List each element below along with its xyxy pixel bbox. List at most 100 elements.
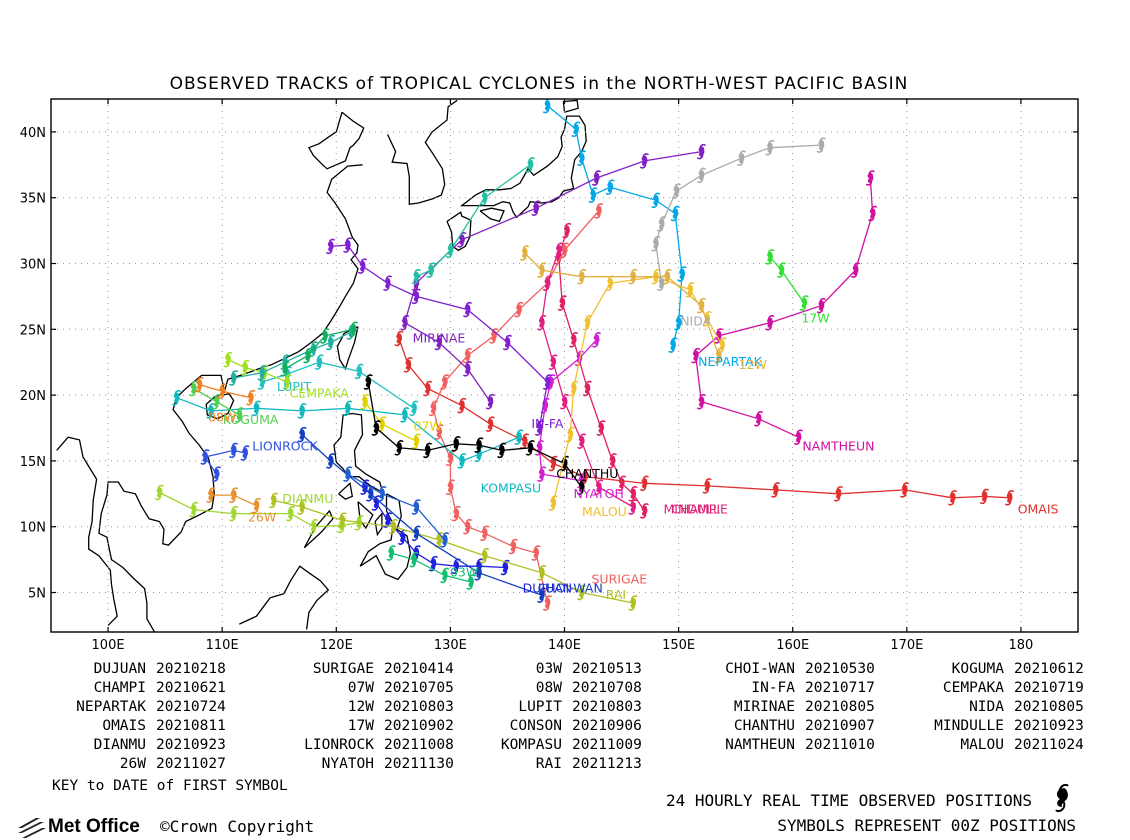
track-rai — [268, 492, 638, 611]
cyclone-position-symbol — [639, 153, 650, 169]
cyclone-position-symbol — [753, 411, 764, 427]
cyclone-position-symbol — [411, 288, 421, 305]
cyclone-position-symbol — [736, 150, 747, 166]
track-choi-wan — [297, 426, 547, 603]
cyclone-position-symbol — [462, 347, 473, 364]
cyclone-position-symbol — [297, 426, 307, 443]
cyclone-position-symbol — [439, 567, 450, 584]
grid-layer — [51, 99, 1078, 632]
cyclone-position-symbol — [508, 538, 518, 555]
cyclone-position-symbol — [428, 555, 439, 572]
track-line — [203, 449, 246, 475]
cyclone-position-symbol — [765, 139, 775, 156]
track-surigae — [428, 203, 604, 611]
coastline — [338, 482, 354, 500]
cyclone-position-symbol — [1004, 490, 1015, 506]
cyclone-position-symbol — [377, 486, 387, 502]
legend-item: 12W 20210803 — [348, 699, 454, 715]
track-conson — [342, 466, 450, 548]
legend-storm-name: LIONROCK — [304, 737, 374, 753]
legend-item: CHAMPI 20210621 — [94, 680, 226, 696]
legend-storm-name: KOMPASU — [501, 737, 562, 753]
track-label-mirinae: MIRINAE — [413, 331, 466, 346]
legend-item: RAI 20211213 — [536, 756, 642, 772]
cyclone-position-symbol — [514, 301, 524, 318]
coastline — [205, 393, 235, 420]
cyclone-position-symbol — [690, 347, 701, 364]
cyclone-position-symbol — [628, 486, 638, 502]
cyclone-position-symbol — [228, 505, 239, 522]
cyclone-position-symbol — [816, 137, 827, 153]
legend-item: DIANMU 20210923 — [94, 737, 226, 753]
track-label-layer: DUJUAN CHAMPI NEPARTAK OMAIS DIANMU 26W SURIGA… — [208, 311, 1058, 602]
cyclone-position-symbol — [154, 484, 165, 501]
cyclone-position-symbol — [422, 380, 433, 397]
cyclone-position-symbol — [485, 416, 496, 432]
cyclone-position-symbol — [325, 238, 336, 255]
cyclone-position-symbol — [542, 374, 553, 390]
cyclone-position-symbol — [479, 189, 490, 206]
x-tick-label: 170E — [890, 638, 923, 653]
legend-storm-name: OMAIS — [102, 718, 146, 734]
cyclone-position-symbol — [445, 242, 456, 259]
track-03w — [386, 545, 476, 590]
cyclone-position-symbol — [325, 334, 336, 351]
legend-item: NAMTHEUN 20211010 — [725, 737, 875, 753]
cyclone-position-symbol — [337, 512, 347, 528]
cyclone-position-symbol — [628, 595, 638, 611]
cyclone-position-symbol — [382, 275, 393, 291]
track-08w — [194, 376, 256, 406]
legend-storm-date: 20211024 — [1014, 737, 1084, 753]
legend-item: NIDA 20210805 — [969, 699, 1084, 715]
coastline — [479, 207, 505, 223]
track-teal2 — [411, 157, 536, 285]
x-tick-label: 120E — [320, 638, 353, 653]
track-line — [558, 230, 645, 512]
cyclone-position-symbol — [816, 297, 827, 314]
cyclone-position-symbol — [899, 482, 910, 498]
coastline — [303, 509, 334, 549]
x-tick-label: 180 — [1009, 638, 1034, 653]
track-label-26w: 26W — [248, 510, 276, 525]
x-tick-label: 110E — [206, 638, 239, 653]
cyclone-position-symbol — [677, 266, 687, 282]
legend-storm-name: CHAMPI — [94, 680, 146, 696]
track-line — [769, 256, 805, 304]
legend-key: DUJUAN 20210218 SURIGAE 20210414 03W 20210513… — [76, 661, 1084, 772]
cyclone-position-symbol — [536, 587, 547, 603]
legend-storm-name: DIANMU — [94, 737, 146, 753]
legend-item: NYATOH 20211130 — [322, 756, 454, 772]
cyclone-position-symbol — [562, 222, 572, 239]
legend-storm-date: 20210803 — [384, 699, 454, 715]
cyclone-position-symbol — [596, 420, 606, 436]
cyclone-position-symbol — [223, 351, 233, 368]
cyclone-position-symbol — [696, 167, 707, 184]
legend-item: 08W 20210708 — [536, 680, 642, 696]
cyclone-position-symbol — [833, 486, 844, 502]
legend-storm-name: 17W — [348, 718, 374, 734]
cyclone-position-symbol — [439, 532, 450, 548]
track-kompasu — [171, 389, 524, 469]
cyclone-position-symbol — [582, 314, 593, 331]
legend-storm-date: 20210805 — [1014, 699, 1084, 715]
legend-storm-date: 20210530 — [805, 661, 875, 677]
cyclone-position-symbol — [211, 466, 222, 482]
cyclone-position-symbol — [662, 268, 672, 285]
cyclone-position-symbol — [426, 262, 436, 278]
cyclone-position-symbol — [474, 565, 484, 581]
cyclone-position-symbol — [702, 311, 712, 327]
cyclone-position-symbol — [445, 479, 456, 495]
cyclone-position-symbol — [548, 455, 558, 472]
cyclone-position-symbol — [462, 518, 473, 535]
legend-storm-name: 26W — [120, 756, 146, 772]
cyclone-position-symbol — [593, 203, 604, 219]
cyclone-position-symbol — [793, 429, 804, 445]
cyclone-position-symbol — [576, 584, 587, 601]
legend-storm-name: DUJUAN — [94, 661, 146, 677]
symbols-note: SYMBOLS REPRESENT 00Z POSITIONS — [777, 816, 1076, 835]
cyclone-position-symbol — [228, 487, 239, 503]
coastline — [459, 115, 587, 219]
legend-storm-date: 20210805 — [805, 699, 875, 715]
plot-frame — [50, 98, 1079, 633]
cyclone-position-symbol — [651, 192, 661, 209]
